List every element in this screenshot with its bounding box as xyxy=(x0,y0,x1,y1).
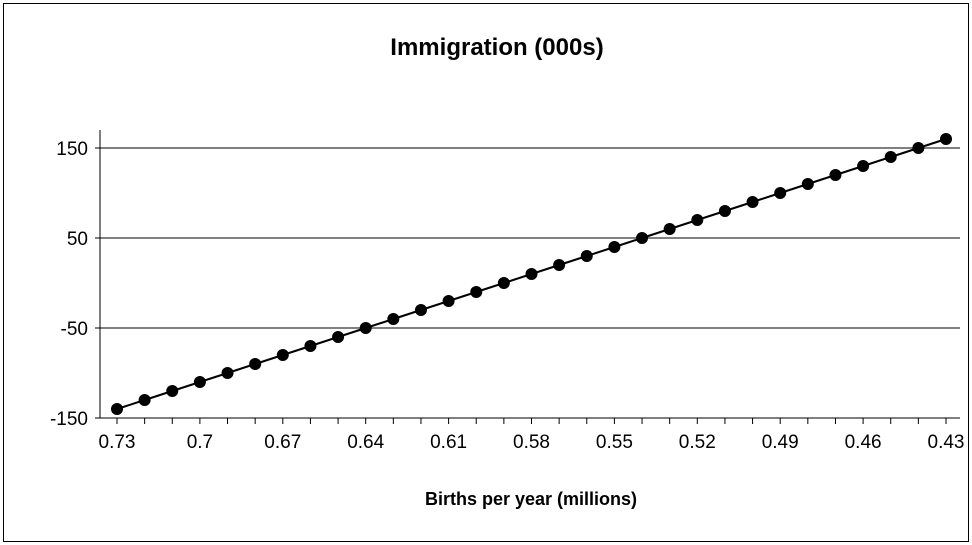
data-point xyxy=(221,367,234,379)
axes xyxy=(95,130,960,424)
data-point xyxy=(138,394,151,406)
x-axis-label: Births per year (millions) xyxy=(425,489,637,509)
data-point xyxy=(304,340,317,352)
x-tick-label: 0.61 xyxy=(430,432,467,453)
data-point xyxy=(332,331,345,343)
data-point xyxy=(718,205,731,217)
data-point xyxy=(166,385,179,397)
x-tick-labels: 0.73 0.7 0.67 0.64 0.61 0.58 0.55 0.52 0.49 0.46 0… xyxy=(99,432,965,453)
data-point xyxy=(884,151,897,163)
data-point xyxy=(691,214,704,226)
data-point xyxy=(940,133,952,145)
x-tick-label: 0.7 xyxy=(187,432,213,453)
y-tick-label: 150 xyxy=(56,139,88,160)
y-tick-label: -50 xyxy=(61,319,88,340)
data-point xyxy=(580,250,593,262)
x-tick-label: 0.58 xyxy=(513,432,550,453)
data-point xyxy=(359,322,372,334)
data-point xyxy=(829,169,842,181)
data-point xyxy=(414,304,427,316)
data-point xyxy=(801,178,814,190)
gridlines xyxy=(100,147,960,329)
data-point xyxy=(608,241,621,253)
y-tick-label: 50 xyxy=(67,229,88,250)
x-tick-label: 0.49 xyxy=(762,432,799,453)
x-tick-label: 0.67 xyxy=(264,432,301,453)
data-point xyxy=(249,358,262,370)
chart-title: Immigration (000s) xyxy=(390,34,603,61)
data-point xyxy=(774,187,787,199)
data-point xyxy=(912,142,925,154)
data-point xyxy=(193,376,206,388)
data-point xyxy=(663,223,676,235)
data-point xyxy=(497,277,510,289)
data-point xyxy=(857,160,870,172)
data-point xyxy=(636,232,649,244)
x-tick-label: 0.55 xyxy=(596,432,633,453)
data-point xyxy=(553,259,566,271)
data-point xyxy=(470,286,483,298)
data-point xyxy=(442,295,455,307)
data-points xyxy=(111,133,952,415)
y-tick-label: -150 xyxy=(50,409,88,430)
x-tick-label: 0.73 xyxy=(99,432,136,453)
x-tick-label: 0.52 xyxy=(679,432,716,453)
data-point xyxy=(276,349,289,361)
data-point xyxy=(746,196,759,208)
x-tick-label: 0.64 xyxy=(347,432,384,453)
data-point xyxy=(111,403,123,415)
data-point xyxy=(387,313,400,325)
data-point xyxy=(525,268,538,280)
y-tick-labels: 150 50 -50 -150 xyxy=(50,139,88,430)
chart-frame xyxy=(3,3,969,542)
x-tick-label: 0.46 xyxy=(845,432,882,453)
x-tick-label: 0.43 xyxy=(928,432,965,453)
